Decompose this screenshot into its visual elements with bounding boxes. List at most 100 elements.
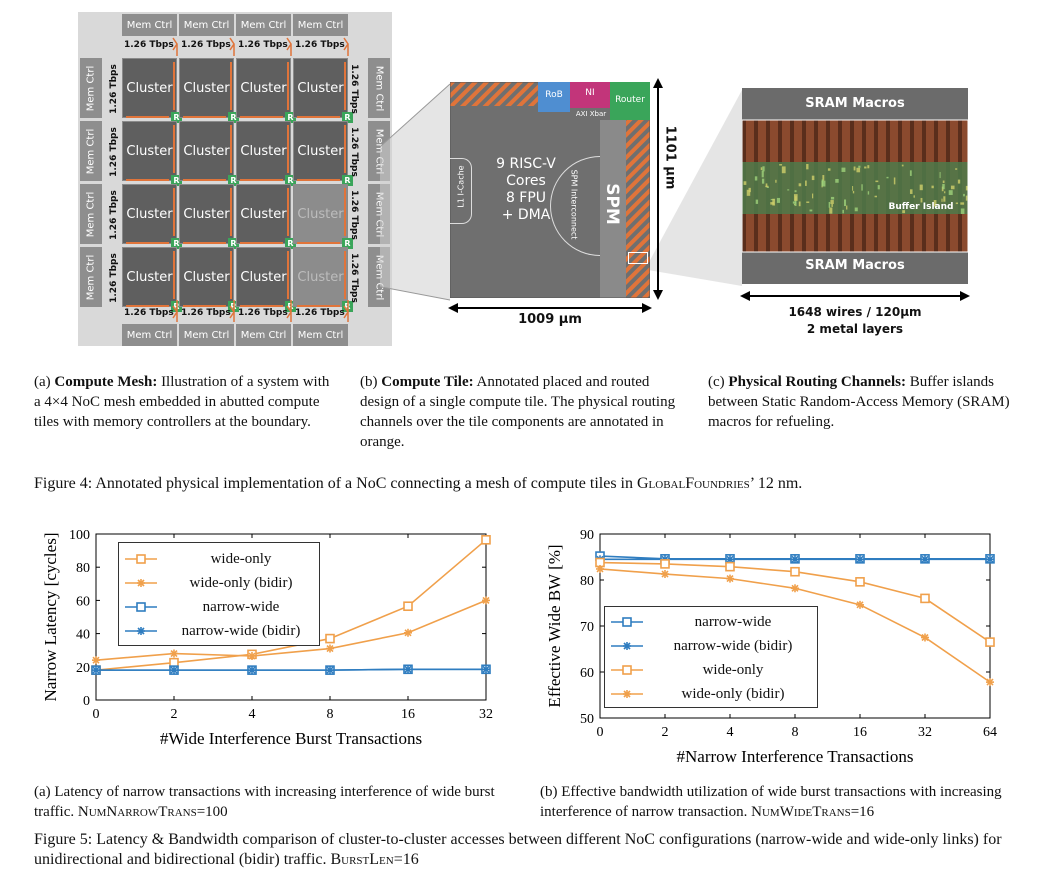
buffer-cell xyxy=(963,193,965,197)
data-point xyxy=(790,566,800,577)
star-stroke xyxy=(92,666,100,674)
data-point xyxy=(325,633,335,644)
data-point xyxy=(726,574,734,583)
cluster-tile: Cluster xyxy=(293,247,348,307)
data-point xyxy=(622,617,632,627)
buffer-cell xyxy=(852,190,855,194)
buffer-cell xyxy=(809,209,813,212)
channel-zoom-box xyxy=(628,252,648,264)
bandwidth-arrow-top xyxy=(343,37,349,56)
bandwidth-arrow-bottom xyxy=(172,300,178,322)
bandwidth-arrow-top xyxy=(172,37,178,56)
cluster-tile: Cluster xyxy=(236,247,291,307)
buffer-cell xyxy=(842,209,844,214)
data-point xyxy=(92,656,100,665)
mem-ctrl-top: Mem Ctrl xyxy=(236,14,291,36)
cores-label: 9 RISC-V Cores 8 FPU + DMA xyxy=(476,156,576,224)
buffer-cell xyxy=(822,175,825,181)
y-axis-label: Effective Wide BW [%] xyxy=(545,544,564,707)
legend-label: wide-only (bidir) xyxy=(189,574,293,591)
bandwidth-label-top: 1.26 Tbps xyxy=(238,40,288,50)
star-stroke xyxy=(986,678,994,686)
series-narrow-wide-bidir xyxy=(596,555,994,564)
star-stroke xyxy=(92,656,100,664)
data-point xyxy=(404,628,412,637)
legend-swatch xyxy=(611,642,643,650)
subcaption-a-title: Compute Mesh: xyxy=(54,374,158,390)
buffer-cell xyxy=(913,195,915,198)
buffer-cell xyxy=(748,187,751,193)
y-tick-label: 70 xyxy=(580,620,594,635)
buffer-cell xyxy=(853,166,856,171)
cluster-tile: Cluster xyxy=(236,184,291,244)
bandwidth-arrow-top xyxy=(286,37,292,56)
data-point xyxy=(482,665,490,674)
series-wide-only-bidir xyxy=(596,564,994,687)
mem-ctrl-right: Mem Ctrl xyxy=(368,58,390,118)
router-marker: R xyxy=(285,238,296,249)
sub-a-param: NumNarrowTrans xyxy=(77,804,197,820)
x-tick-label: 8 xyxy=(327,707,334,722)
x-tick-label: 4 xyxy=(727,725,734,740)
legend-label: narrow-wide xyxy=(202,598,280,615)
data-point xyxy=(404,665,412,674)
router-marker: R xyxy=(285,175,296,186)
legend-label: narrow-wide xyxy=(694,613,772,630)
data-point xyxy=(326,644,334,653)
data-point xyxy=(856,555,864,564)
buffer-cell xyxy=(806,201,810,203)
star-stroke xyxy=(623,690,631,698)
buffer-island-label: Buffer Island xyxy=(888,202,954,212)
series-line xyxy=(95,599,487,661)
buffer-cell xyxy=(909,170,912,176)
data-point xyxy=(986,555,994,564)
buffer-cell xyxy=(920,197,923,203)
data-point xyxy=(596,564,604,573)
star-stroke xyxy=(856,555,864,563)
mem-ctrl-bottom: Mem Ctrl xyxy=(179,324,234,346)
cluster-tile: Cluster xyxy=(179,121,234,181)
buffer-cell xyxy=(942,183,945,190)
star-stroke xyxy=(404,629,412,637)
bandwidth-label-top: 1.26 Tbps xyxy=(295,40,345,50)
buffer-cell xyxy=(861,184,863,191)
figure-5-caption: Figure 5: Latency & Bandwidth comparison… xyxy=(34,830,1024,870)
figure-4-caption: Figure 4: Annotated physical implementat… xyxy=(34,474,1034,494)
x-tick-label: 32 xyxy=(479,707,493,722)
data-point xyxy=(623,642,631,650)
buffer-cell xyxy=(943,196,946,202)
buffer-cell xyxy=(844,199,847,207)
data-point xyxy=(248,666,256,675)
buffer-cell xyxy=(874,195,878,198)
cluster-tile: Cluster xyxy=(179,247,234,307)
routing-channel-texture xyxy=(741,88,974,284)
buffer-cell xyxy=(933,200,937,207)
cluster-tile: Cluster xyxy=(122,58,177,118)
subcaption-a: (a) Compute Mesh: Illustration of a syst… xyxy=(34,372,334,432)
star-stroke xyxy=(623,642,631,650)
router-marker: R xyxy=(342,238,353,249)
star-stroke xyxy=(326,644,334,653)
data-point xyxy=(92,666,100,675)
data-point xyxy=(326,666,334,675)
legend-label: wide-only xyxy=(210,550,272,567)
buffer-cell xyxy=(798,201,801,207)
legend-entry: wide-only xyxy=(119,547,319,571)
router-marker: R xyxy=(285,112,296,123)
buffer-cell xyxy=(942,180,945,183)
buffer-cell xyxy=(902,210,906,214)
mem-ctrl-bottom: Mem Ctrl xyxy=(236,324,291,346)
bandwidth-label-top: 1.26 Tbps xyxy=(124,40,174,50)
buffer-cell xyxy=(794,190,797,193)
buffer-cell xyxy=(841,167,846,172)
buffer-cell xyxy=(765,183,768,187)
y-tick-label: 60 xyxy=(76,594,90,609)
y-tick-label: 90 xyxy=(580,528,594,543)
buffer-cell xyxy=(830,200,834,205)
y-tick-label: 60 xyxy=(580,666,594,681)
y-tick-label: 0 xyxy=(83,694,90,709)
buffer-cell xyxy=(931,185,934,189)
buffer-cell xyxy=(811,175,815,181)
bandwidth-label-bottom: 1.26 Tbps xyxy=(295,308,345,318)
star-stroke xyxy=(170,649,178,658)
